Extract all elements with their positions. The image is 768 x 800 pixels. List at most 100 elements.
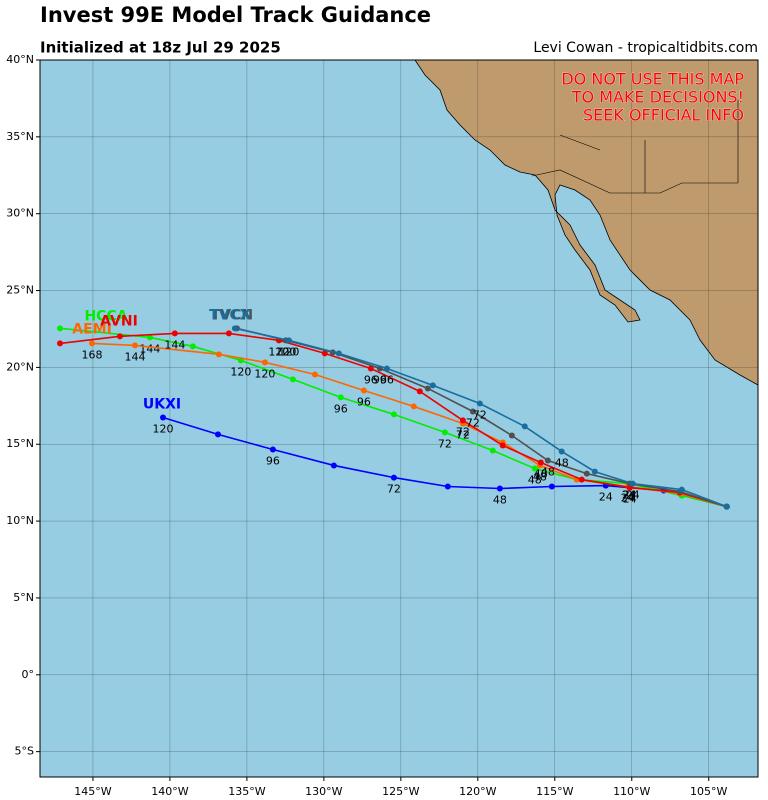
y-tick-label: 35°N: [6, 130, 34, 143]
hour-label: 120: [153, 423, 174, 436]
hour-label: 96: [373, 373, 387, 386]
track-point: [214, 431, 221, 438]
track-point: [548, 483, 555, 490]
track-point: [489, 447, 496, 454]
hour-label: 24: [622, 489, 636, 502]
x-tick-label: 115°W: [536, 785, 573, 798]
y-tick-label: 30°N: [6, 207, 34, 220]
track-point: [496, 485, 503, 492]
hour-label: 24: [623, 489, 637, 502]
track-point: [337, 394, 344, 401]
track-point: [521, 423, 528, 430]
hour-label: 144: [164, 338, 185, 351]
x-tick-label: 105°W: [690, 785, 727, 798]
track-point: [321, 350, 328, 357]
track-point: [459, 417, 466, 424]
track-point: [116, 333, 123, 340]
track-point: [160, 414, 167, 421]
warning-line: SEEK OFFICIAL INFO: [583, 106, 744, 125]
credit: Levi Cowan - tropicaltidbits.com: [533, 40, 758, 56]
hour-label: 24: [599, 491, 613, 504]
y-tick-label: 25°N: [6, 284, 34, 297]
track-point: [285, 337, 292, 344]
model-name: UKXI: [143, 397, 181, 413]
track-point: [383, 365, 390, 372]
track-point: [537, 459, 544, 466]
track-point: [189, 343, 196, 350]
track-point: [231, 325, 238, 332]
track-point: [544, 457, 551, 464]
hour-label: 96: [334, 402, 348, 415]
hour-label: 48: [528, 474, 542, 487]
track-point: [629, 480, 636, 487]
grid: 145°W 140°W 135°W 130°W 125°W 120°W 115°W 110°W…: [6, 53, 758, 798]
hour-label: 48: [534, 468, 548, 481]
track-point: [57, 340, 64, 347]
track-point: [215, 351, 222, 358]
hour-label: 144: [124, 350, 145, 363]
track-point: [367, 365, 374, 372]
tracks: 24 48 72 96 120 UKXI 24 48 72 96 120 144 HCCA 24 48 72 9…: [57, 307, 730, 510]
hour-label: 72: [456, 425, 470, 438]
track-point: [269, 446, 276, 453]
track-point: [146, 334, 153, 341]
land: [414, 60, 758, 386]
hour-label: 24: [623, 493, 637, 506]
track-point: [723, 503, 730, 510]
track-point: [261, 359, 268, 366]
y-tick-label: 20°N: [6, 360, 34, 373]
track-point: [558, 448, 565, 455]
hour-label: 96: [364, 373, 378, 386]
x-tick-label: 110°W: [613, 785, 650, 798]
x-tick-label: 135°W: [228, 785, 265, 798]
track-point: [311, 371, 318, 378]
warning-line: TO MAKE DECISIONS!: [571, 88, 744, 107]
hour-label: 96: [357, 395, 371, 408]
y-tick-label: 5°N: [13, 591, 34, 604]
hour-label: 48: [541, 466, 555, 479]
model-name: TVCN: [211, 307, 253, 323]
track-point: [429, 382, 436, 389]
y-tick-label: 10°N: [6, 514, 34, 527]
hour-label: 96: [266, 454, 280, 467]
hour-label: 72: [473, 409, 487, 422]
x-tick-label: 125°W: [382, 785, 419, 798]
track-line: [59, 327, 727, 508]
hour-label: 24: [626, 489, 640, 502]
hour-label: 72: [438, 437, 452, 450]
track-line: [234, 327, 728, 508]
track-point: [335, 350, 342, 357]
model-name: HCCA: [84, 308, 127, 324]
hour-label: 48: [533, 470, 547, 483]
track-point: [508, 432, 515, 439]
track-point: [578, 476, 585, 483]
title: Invest 99E Model Track Guidance: [40, 3, 431, 27]
y-tick-label: 15°N: [6, 437, 34, 450]
track-point: [583, 470, 590, 477]
frame: [39, 59, 759, 778]
track-point: [469, 408, 476, 415]
track-point: [390, 474, 397, 481]
hour-label: 120: [254, 367, 275, 380]
model-name: TVCX: [209, 307, 251, 323]
track-point: [360, 387, 367, 394]
hour-label: 120: [230, 365, 251, 378]
track-point: [57, 325, 64, 332]
track-point: [89, 340, 96, 347]
track-point: [289, 376, 296, 383]
x-tick-label: 130°W: [305, 785, 342, 798]
y-tick-label: 40°N: [6, 53, 34, 66]
track-point: [678, 486, 685, 493]
track-point: [416, 388, 423, 395]
track-point: [499, 442, 506, 449]
hour-label: 72: [466, 417, 480, 430]
track-point: [410, 403, 417, 410]
hour-label: 48: [493, 494, 507, 507]
y-tick-label: 5°S: [15, 745, 34, 758]
hour-label: 120: [278, 345, 299, 358]
track-point: [591, 468, 598, 475]
subtitle: Initialized at 18z Jul 29 2025: [40, 39, 281, 57]
track-point: [424, 385, 431, 392]
